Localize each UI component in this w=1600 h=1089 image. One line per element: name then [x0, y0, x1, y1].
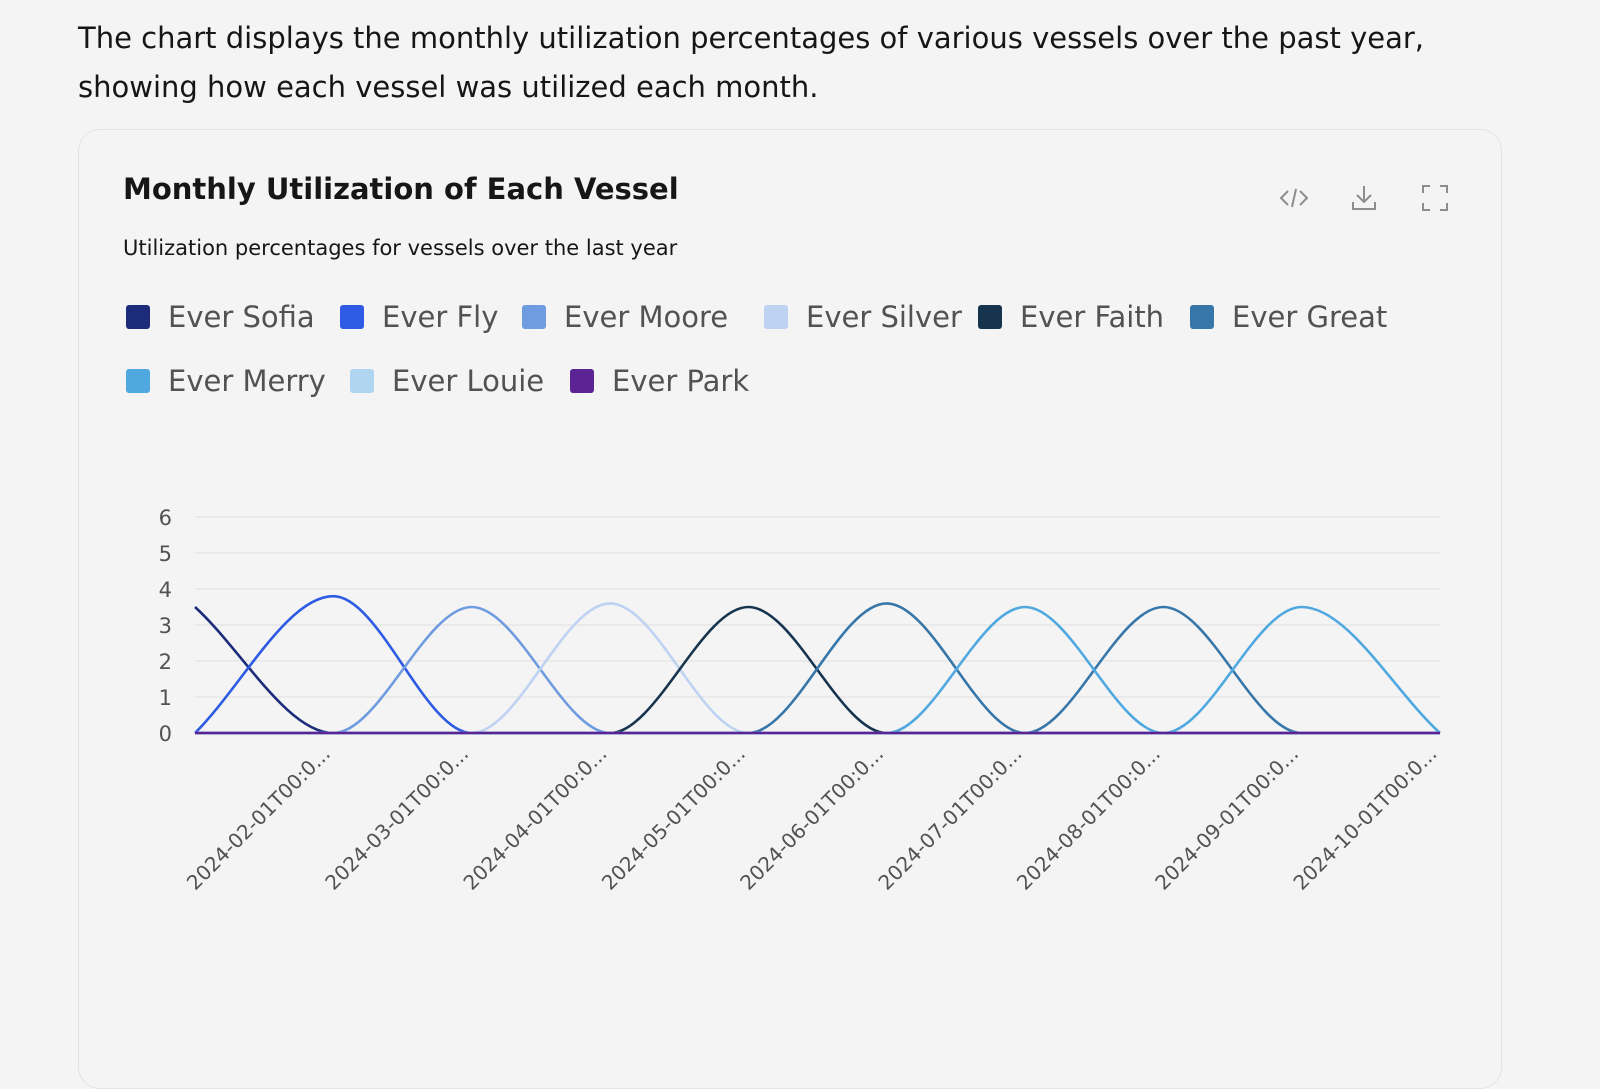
legend-swatch [1190, 305, 1214, 329]
x-tick-label: 2024-09-01T00:0... [1150, 742, 1303, 895]
download-icon [1352, 186, 1376, 210]
x-axis: 2024-02-01T00:0...2024-03-01T00:0...2024… [182, 742, 1442, 895]
y-tick-label: 2 [159, 650, 172, 674]
legend-item[interactable]: Ever Moore [522, 300, 728, 334]
x-tick-label: 2024-06-01T00:0... [735, 742, 888, 895]
legend-swatch [764, 305, 788, 329]
x-tick-label: 2024-05-01T00:0... [597, 742, 750, 895]
y-tick-label: 0 [159, 722, 172, 746]
legend-label: Ever Louie [392, 364, 545, 398]
legend-label: Ever Faith [1020, 300, 1165, 334]
x-tick-label: 2024-02-01T00:0... [182, 742, 335, 895]
legend-item[interactable]: Ever Merry [126, 364, 326, 398]
series-lines [194, 594, 1441, 735]
y-tick-label: 1 [159, 686, 172, 710]
legend-item[interactable]: Ever Faith [978, 300, 1164, 334]
legend-label: Ever Silver [806, 300, 962, 334]
legend-label: Ever Moore [564, 300, 729, 334]
download-button[interactable] [1344, 178, 1384, 218]
legend-label: Ever Park [612, 364, 750, 398]
legend-label: Ever Fly [382, 300, 499, 334]
legend-swatch [126, 369, 150, 393]
legend-swatch [340, 305, 364, 329]
chart-title: Monthly Utilization of Each Vessel [123, 172, 679, 206]
legend-item[interactable]: Ever Louie [350, 364, 544, 398]
series-line[interactable] [194, 594, 1440, 735]
legend-swatch [522, 305, 546, 329]
legend-item[interactable]: Ever Great [1190, 300, 1387, 334]
x-tick-label: 2024-03-01T00:0... [320, 742, 473, 895]
chart-subtitle: Utilization percentages for vessels over… [123, 236, 678, 260]
legend-swatch [978, 305, 1002, 329]
y-axis: 0 1 2 3 4 5 6 [159, 506, 172, 746]
legend-label: Ever Great [1232, 300, 1388, 334]
legend-item[interactable]: Ever Park [570, 364, 749, 398]
y-tick-label: 3 [159, 614, 172, 638]
intro-text: The chart displays the monthly utilizati… [78, 21, 1425, 104]
fullscreen-button[interactable] [1415, 178, 1455, 218]
legend-swatch [570, 369, 594, 393]
legend-item[interactable]: Ever Fly [340, 300, 498, 334]
legend-item[interactable]: Ever Silver [764, 300, 962, 334]
grid-lines [195, 516, 1440, 698]
series-line[interactable] [194, 602, 1440, 735]
x-tick-label: 2024-04-01T00:0... [458, 742, 611, 895]
x-tick-label: 2024-08-01T00:0... [1012, 742, 1165, 895]
code-icon [1279, 188, 1309, 208]
legend-label: Ever Merry [168, 364, 326, 398]
legend-swatch [350, 369, 374, 393]
fullscreen-icon [1422, 185, 1448, 211]
view-code-button[interactable] [1274, 178, 1314, 218]
legend-swatch [126, 305, 150, 329]
y-tick-label: 6 [159, 506, 172, 530]
x-tick-label: 2024-07-01T00:0... [873, 742, 1026, 895]
legend-item[interactable]: Ever Sofia [126, 300, 315, 334]
legend-label: Ever Sofia [168, 300, 315, 334]
y-tick-label: 5 [159, 542, 172, 566]
chart-card [78, 129, 1502, 1089]
y-tick-label: 4 [159, 578, 172, 602]
x-tick-label: 2024-10-01T00:0... [1288, 742, 1441, 895]
